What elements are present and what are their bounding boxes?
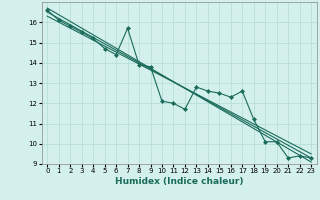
X-axis label: Humidex (Indice chaleur): Humidex (Indice chaleur) — [115, 177, 244, 186]
